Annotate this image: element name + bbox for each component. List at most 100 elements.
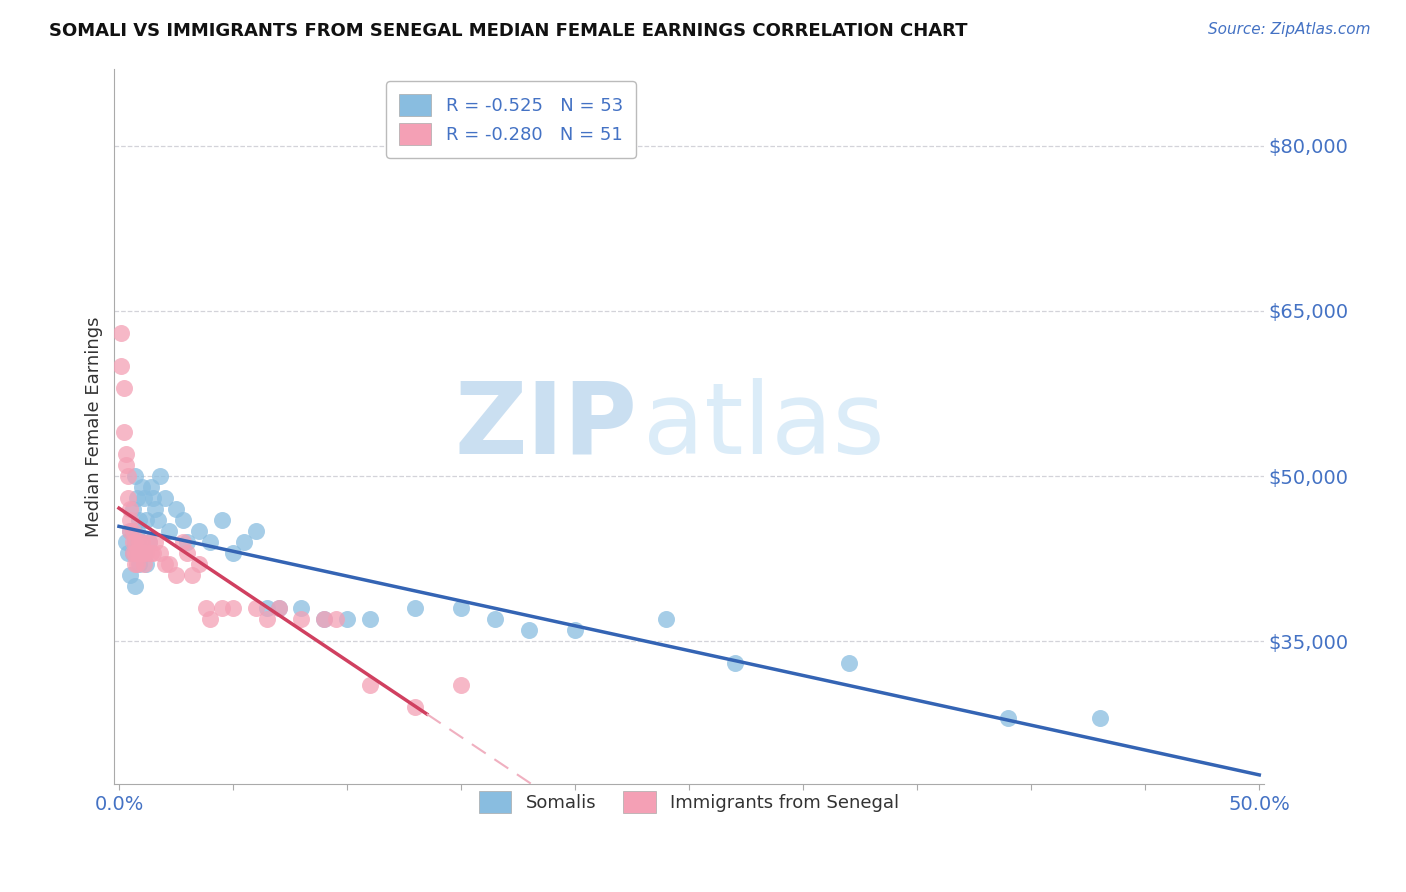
Point <box>117 491 139 505</box>
Point <box>117 546 139 560</box>
Point <box>120 524 142 538</box>
Point <box>838 657 860 671</box>
Point <box>112 425 135 439</box>
Point <box>153 557 176 571</box>
Point <box>655 612 678 626</box>
Point <box>135 513 157 527</box>
Point <box>404 700 426 714</box>
Point <box>484 612 506 626</box>
Point <box>121 535 143 549</box>
Text: SOMALI VS IMMIGRANTS FROM SENEGAL MEDIAN FEMALE EARNINGS CORRELATION CHART: SOMALI VS IMMIGRANTS FROM SENEGAL MEDIAN… <box>49 22 967 40</box>
Point <box>114 535 136 549</box>
Point <box>290 601 312 615</box>
Point <box>724 657 747 671</box>
Point <box>145 502 167 516</box>
Y-axis label: Median Female Earnings: Median Female Earnings <box>86 317 103 537</box>
Point <box>127 524 149 538</box>
Point <box>132 546 155 560</box>
Point <box>176 546 198 560</box>
Point <box>124 469 146 483</box>
Point <box>450 601 472 615</box>
Point <box>564 624 586 638</box>
Point <box>194 601 217 615</box>
Point <box>165 502 187 516</box>
Point <box>131 535 153 549</box>
Point <box>131 535 153 549</box>
Point <box>172 513 194 527</box>
Point <box>132 491 155 505</box>
Point <box>124 546 146 560</box>
Point <box>325 612 347 626</box>
Point <box>267 601 290 615</box>
Point <box>135 557 157 571</box>
Point <box>157 557 180 571</box>
Point <box>135 546 157 560</box>
Point <box>267 601 290 615</box>
Point <box>131 480 153 494</box>
Point <box>124 579 146 593</box>
Text: atlas: atlas <box>643 378 884 475</box>
Point <box>142 491 165 505</box>
Point <box>114 458 136 472</box>
Point <box>404 601 426 615</box>
Point <box>132 557 155 571</box>
Point <box>153 491 176 505</box>
Point <box>359 612 381 626</box>
Point <box>359 678 381 692</box>
Point <box>110 326 132 340</box>
Point <box>519 624 541 638</box>
Point <box>139 546 162 560</box>
Point <box>120 502 142 516</box>
Point <box>110 359 132 373</box>
Point <box>121 524 143 538</box>
Point <box>138 535 160 549</box>
Point <box>165 568 187 582</box>
Point <box>181 568 204 582</box>
Point <box>117 469 139 483</box>
Point <box>131 546 153 560</box>
Point <box>450 678 472 692</box>
Point <box>120 524 142 538</box>
Point <box>245 601 267 615</box>
Point <box>128 513 150 527</box>
Point <box>128 546 150 560</box>
Point <box>120 513 142 527</box>
Point <box>127 491 149 505</box>
Point <box>290 612 312 626</box>
Point <box>127 557 149 571</box>
Point <box>314 612 336 626</box>
Point <box>233 535 256 549</box>
Point <box>187 524 209 538</box>
Point <box>314 612 336 626</box>
Point <box>114 447 136 461</box>
Point <box>121 546 143 560</box>
Point <box>256 612 278 626</box>
Point <box>187 557 209 571</box>
Text: ZIP: ZIP <box>454 378 637 475</box>
Point <box>222 601 245 615</box>
Point <box>127 546 149 560</box>
Point <box>222 546 245 560</box>
Point <box>132 546 155 560</box>
Point <box>211 513 233 527</box>
Point <box>146 513 169 527</box>
Point <box>198 612 221 626</box>
Point <box>149 546 172 560</box>
Point <box>138 535 160 549</box>
Point <box>336 612 359 626</box>
Point <box>176 535 198 549</box>
Point <box>128 535 150 549</box>
Point <box>124 535 146 549</box>
Point <box>124 557 146 571</box>
Point <box>997 711 1019 725</box>
Point <box>1088 711 1111 725</box>
Point <box>172 535 194 549</box>
Point <box>128 557 150 571</box>
Point <box>157 524 180 538</box>
Point <box>145 535 167 549</box>
Point <box>256 601 278 615</box>
Point <box>142 546 165 560</box>
Point <box>245 524 267 538</box>
Point <box>112 381 135 395</box>
Point <box>211 601 233 615</box>
